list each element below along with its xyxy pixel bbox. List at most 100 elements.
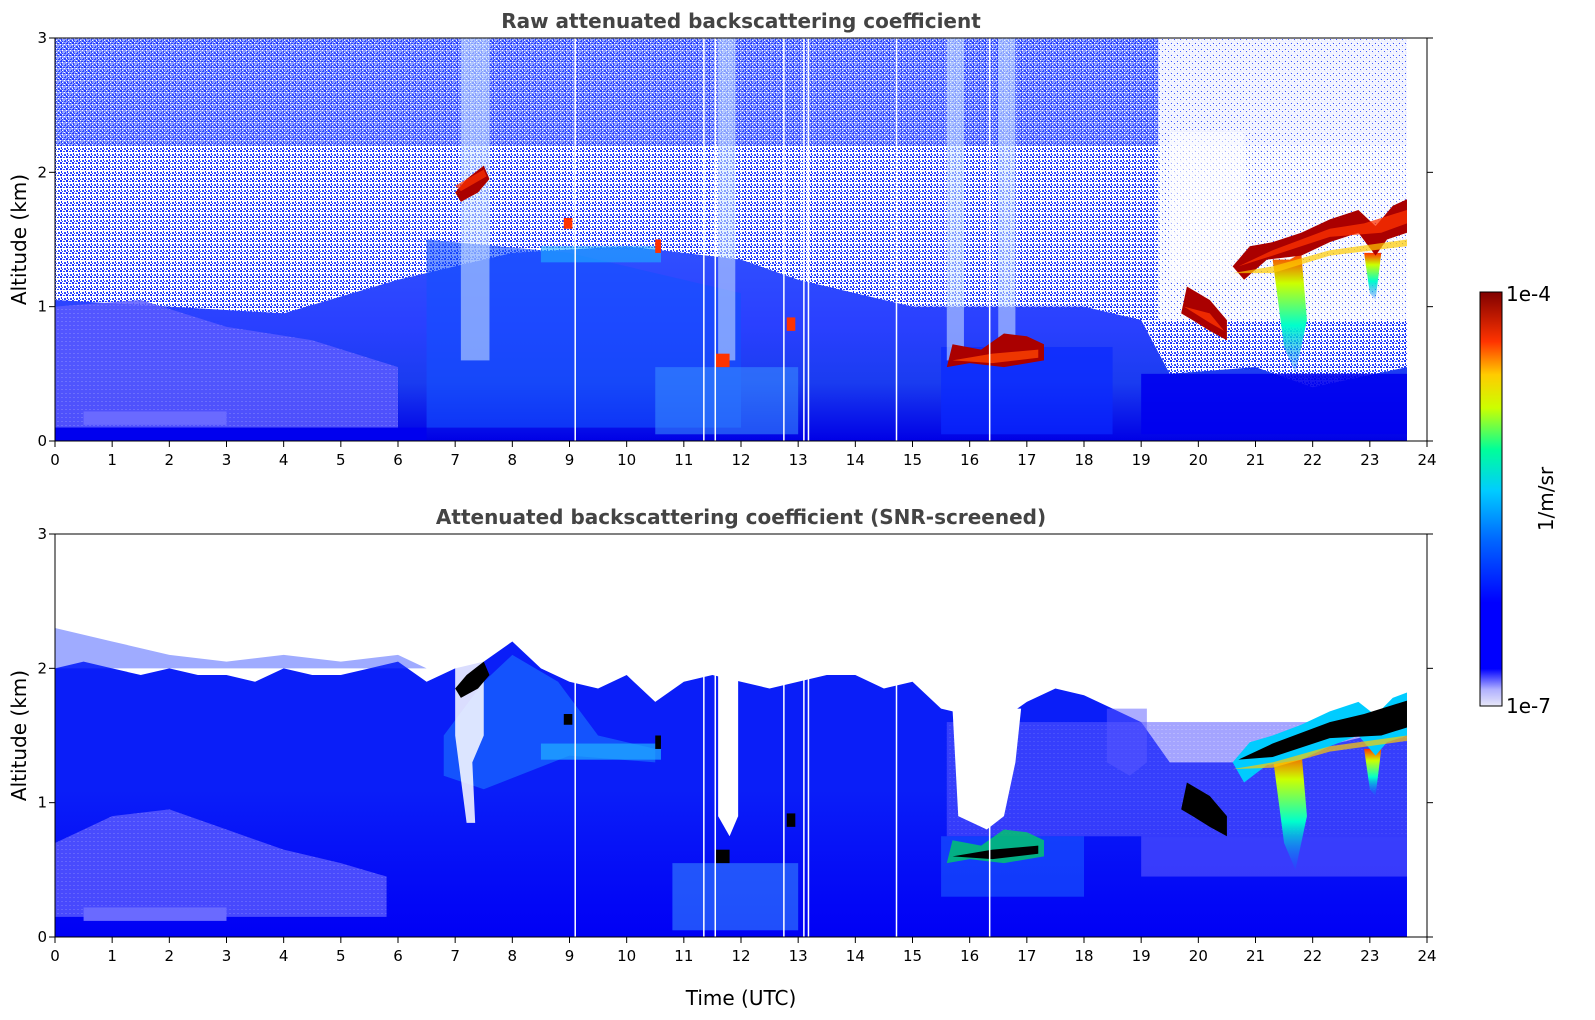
elevated-layer xyxy=(540,743,661,760)
lavender-east-low xyxy=(1141,836,1407,877)
x-tick-label: 4 xyxy=(279,451,289,469)
noise-column xyxy=(718,38,736,361)
x-tick-label: 12 xyxy=(731,947,750,965)
near-surface-band xyxy=(83,907,227,921)
panel-raw-title: Raw attenuated backscattering coefficien… xyxy=(501,9,981,33)
x-tick-label: 20 xyxy=(1189,947,1208,965)
x-tick-label: 5 xyxy=(336,947,346,965)
surface-layer xyxy=(55,427,427,441)
y-tick-label: 3 xyxy=(37,525,47,543)
cloud-20h-core xyxy=(1184,306,1225,331)
cloud-elevated-east-base xyxy=(1232,239,1407,274)
colorbar-max-label: 1e-4 xyxy=(1506,282,1551,306)
y-tick-label: 2 xyxy=(37,659,47,677)
panel-screened-x-label: Time (UTC) xyxy=(685,986,797,1010)
y-tick-label: 3 xyxy=(37,29,47,47)
x-tick-label: 0 xyxy=(50,451,60,469)
precip-streak-21h xyxy=(1272,252,1307,374)
cloud-high-7h-core xyxy=(455,169,487,192)
x-tick-label: 3 xyxy=(222,451,232,469)
colorbar-min-label: 1e-7 xyxy=(1506,694,1551,718)
x-tick-label: 23 xyxy=(1360,947,1379,965)
x-tick-label: 4 xyxy=(279,947,289,965)
x-tick-label: 13 xyxy=(789,451,808,469)
cloud-low-11h xyxy=(715,849,730,864)
noise-column xyxy=(946,38,964,361)
x-tick-label: 12 xyxy=(731,451,750,469)
cloud-high-7h xyxy=(455,661,490,698)
panel-screened-x-ticks: 0 1 2 3 4 5 6 7 8 9 10 11 12 13 14 15 16 17 18 19 20 21 22 23 24 xyxy=(50,937,1437,965)
x-tick-label: 6 xyxy=(393,947,403,965)
x-tick-label: 10 xyxy=(617,451,636,469)
panel-raw-y-label: Altitude (km) xyxy=(7,174,31,305)
cloud-low-16h xyxy=(952,845,1039,860)
x-tick-label: 6 xyxy=(393,451,403,469)
surface-layer-east xyxy=(1141,373,1407,435)
x-tick-label: 14 xyxy=(846,947,865,965)
lavender-region xyxy=(55,299,398,428)
precip-streak-21h xyxy=(1272,748,1307,870)
cloud-low-11h xyxy=(715,353,730,368)
x-tick-label: 14 xyxy=(846,451,865,469)
screened-gap-16h xyxy=(952,708,1022,830)
panel-raw-x-ticks: 0 1 2 3 4 5 6 7 8 9 10 11 12 13 14 15 16 17 18 19 20 21 22 23 24 xyxy=(50,441,1437,469)
panel-screened-plot-area xyxy=(55,534,1407,937)
x-tick-label: 19 xyxy=(1132,947,1151,965)
x-tick-label: 2 xyxy=(165,451,175,469)
x-tick-label: 1 xyxy=(107,451,117,469)
mixed-layer-bright xyxy=(672,863,799,931)
panel-screened-y-label: Altitude (km) xyxy=(7,670,31,801)
cloud-small-10h xyxy=(655,735,661,749)
x-tick-label: 17 xyxy=(1017,451,1036,469)
x-tick-label: 15 xyxy=(903,451,922,469)
x-tick-label: 13 xyxy=(789,947,808,965)
x-tick-label: 8 xyxy=(508,451,518,469)
x-tick-label: 19 xyxy=(1132,451,1151,469)
x-tick-label: 23 xyxy=(1360,451,1379,469)
x-tick-label: 5 xyxy=(336,451,346,469)
mixed-layer-bright xyxy=(655,367,799,435)
near-surface-band xyxy=(83,411,227,425)
cloud-small-13h xyxy=(786,317,796,331)
colorbar-gradient xyxy=(1479,291,1503,707)
x-tick-label: 7 xyxy=(450,947,460,965)
cloud-small-10h xyxy=(655,239,661,253)
lavender-region xyxy=(55,809,387,917)
x-tick-label: 9 xyxy=(565,947,575,965)
x-tick-label: 24 xyxy=(1417,947,1436,965)
clear-sky-core xyxy=(1169,132,1245,280)
elevated-layer xyxy=(540,246,661,263)
cloud-20h xyxy=(1181,782,1227,837)
x-tick-label: 22 xyxy=(1303,451,1322,469)
x-tick-label: 0 xyxy=(50,947,60,965)
cloud-elevated-east-base xyxy=(1232,735,1407,770)
y-tick-label: 2 xyxy=(37,163,47,181)
y-tick-label: 1 xyxy=(37,794,47,812)
x-tick-label: 10 xyxy=(617,947,636,965)
cloud-small-9h xyxy=(563,218,573,229)
y-tick-label: 0 xyxy=(37,432,47,450)
screened-patch-19h xyxy=(1106,708,1147,776)
cloud-elevated-east xyxy=(1238,700,1407,760)
panel-screened-y-ticks: 0 1 2 3 xyxy=(37,525,1433,946)
x-tick-label: 11 xyxy=(674,947,693,965)
colorbar-unit-label: 1/m/sr xyxy=(1534,466,1558,531)
cloud-low-16h-core xyxy=(952,349,1039,364)
cloud-small-9h xyxy=(563,714,573,725)
cloud-elevated-east-core xyxy=(1238,209,1407,267)
colorbar: 1e-4 1e-7 1/m/sr xyxy=(1479,282,1558,718)
panel-raw: Raw attenuated backscattering coefficien… xyxy=(7,9,1437,469)
panel-raw-plot-area xyxy=(55,38,1407,441)
x-tick-label: 22 xyxy=(1303,947,1322,965)
precip-streak-23h xyxy=(1364,252,1382,300)
x-tick-label: 18 xyxy=(1074,947,1093,965)
screened-gap-12h xyxy=(718,601,739,837)
x-tick-label: 21 xyxy=(1246,451,1265,469)
x-tick-label: 3 xyxy=(222,947,232,965)
x-tick-label: 15 xyxy=(903,947,922,965)
x-tick-label: 18 xyxy=(1074,451,1093,469)
noise-column xyxy=(998,38,1016,361)
x-tick-label: 11 xyxy=(674,451,693,469)
precip-streak-23h xyxy=(1364,748,1382,796)
